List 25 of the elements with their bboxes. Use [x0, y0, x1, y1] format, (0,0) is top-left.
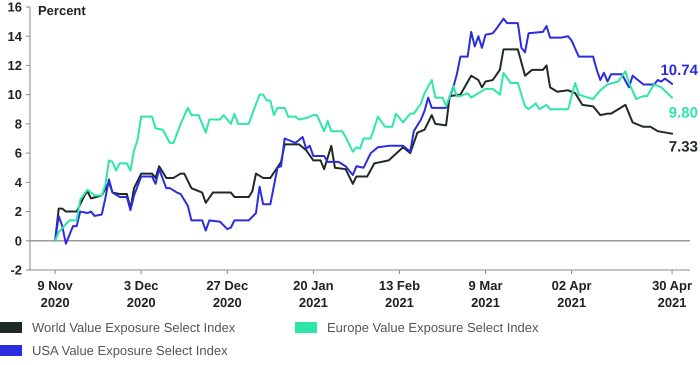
data-label: 9.80: [668, 104, 698, 122]
x-tick-label: 30 Apr 2021: [652, 278, 692, 310]
x-tick-label: 20 Jan 2021: [293, 278, 334, 310]
data-label: 7.33: [668, 138, 698, 156]
x-tick-label: 27 Dec 2020: [206, 278, 248, 310]
y-axis-title: Percent: [38, 3, 86, 18]
legend-label: Europe Value Exposure Select Index: [327, 320, 540, 335]
y-tick-label: 10: [8, 87, 22, 102]
y-tick-label: 6: [14, 146, 22, 161]
x-tick-label: 9 Mar 2021: [468, 278, 503, 310]
y-tick-label: -2: [10, 262, 22, 278]
y-tick-label: 4: [14, 174, 23, 190]
x-tick-label: 9 Nov 2020: [37, 278, 74, 310]
x-tick-label: 02 Apr 2021: [552, 278, 592, 310]
y-tick-label: 8: [14, 116, 22, 132]
y-tick-label: 2: [14, 204, 22, 220]
legend-label: USA Value Exposure Select Index: [32, 343, 228, 358]
legend-label: World Value Exposure Select Index: [32, 320, 236, 335]
y-tick-label: 16: [8, 0, 22, 15]
x-tick-label: 13 Feb 2021: [378, 278, 420, 310]
y-tick-label: 12: [8, 58, 22, 73]
y-tick-label: 0: [14, 233, 22, 248]
y-tick-label: 14: [8, 28, 23, 44]
x-tick-label: 3 Dec 2020: [124, 278, 159, 310]
data-label: 10.74: [660, 62, 699, 79]
